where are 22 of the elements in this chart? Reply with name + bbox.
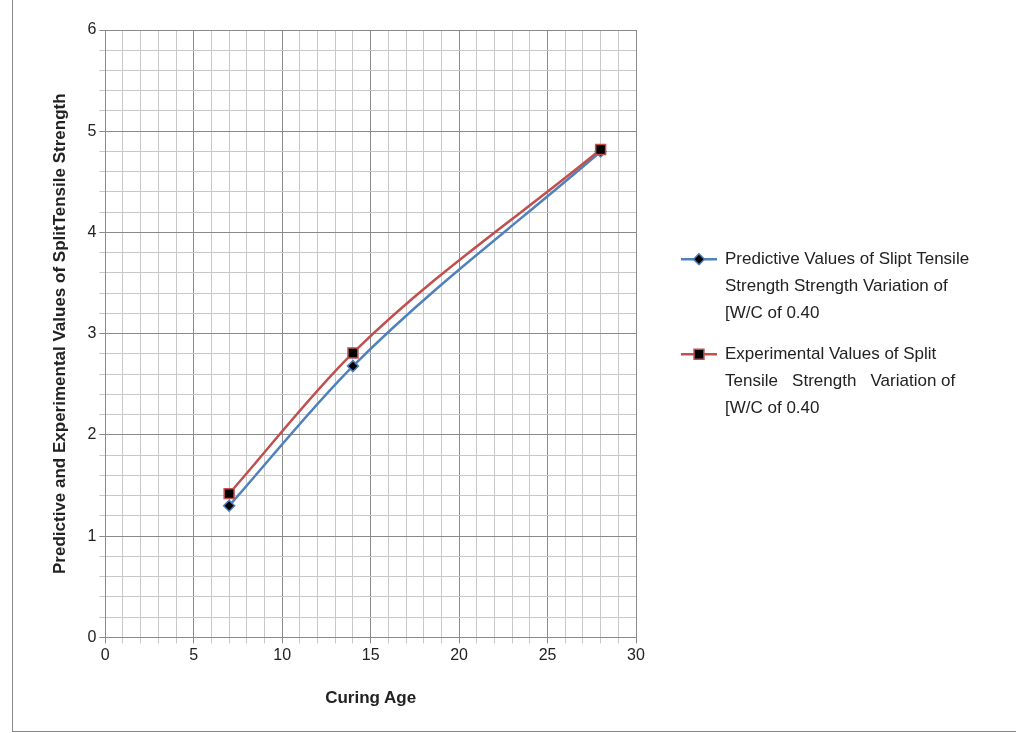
point bbox=[222, 499, 236, 513]
y-tick-label: 4 bbox=[87, 222, 97, 240]
y-tick-label: 6 bbox=[87, 20, 97, 38]
y-tick-label: 1 bbox=[87, 526, 97, 544]
x-tick-label: 25 bbox=[538, 646, 557, 664]
x-tick-label: 15 bbox=[361, 646, 380, 664]
y-axis-title: Predictive and Experimental Values of SplitTensile Strength bbox=[49, 93, 69, 574]
x-tick-label: 10 bbox=[273, 646, 292, 664]
y-tick-label: 0 bbox=[87, 627, 97, 645]
x-tick-label: 20 bbox=[450, 646, 469, 664]
legend-label: Experimental Values of Split Tensile Strength Variation of [W/C of 0.40 bbox=[725, 343, 956, 417]
x-tick-label: 30 bbox=[627, 646, 645, 664]
point bbox=[346, 359, 360, 373]
x-axis-title: Curing Age bbox=[325, 688, 417, 708]
y-tick-label: 2 bbox=[87, 425, 97, 443]
x-tick-label: 5 bbox=[189, 646, 199, 664]
point bbox=[223, 487, 235, 500]
point bbox=[347, 347, 359, 359]
y-tick-label: 3 bbox=[87, 324, 97, 342]
x-tick-label: 0 bbox=[100, 646, 110, 664]
y-tick-label: 5 bbox=[87, 121, 97, 139]
legend-label: Predictive Values of Slipt Tensile Strength Strength Variation of [W/C of 0.40 bbox=[725, 248, 970, 322]
